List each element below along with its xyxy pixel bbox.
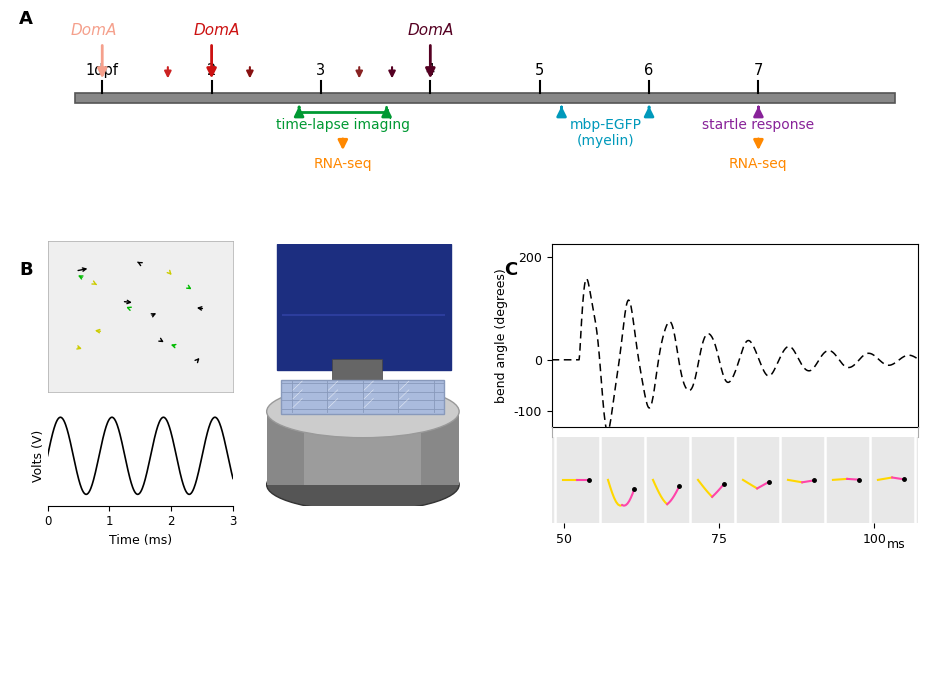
- X-axis label: Time (ms): Time (ms): [108, 534, 172, 547]
- Text: time-lapse imaging: time-lapse imaging: [276, 118, 410, 132]
- Text: 7: 7: [754, 63, 763, 78]
- Text: DomA: DomA: [70, 23, 117, 38]
- Ellipse shape: [266, 385, 459, 438]
- Y-axis label: bend angle (degrees): bend angle (degrees): [495, 268, 508, 402]
- Text: 4: 4: [426, 63, 435, 78]
- Text: ms: ms: [886, 538, 905, 551]
- FancyBboxPatch shape: [281, 380, 444, 414]
- Text: 5: 5: [535, 63, 544, 78]
- Text: 1dpf: 1dpf: [86, 63, 119, 78]
- Text: 6: 6: [645, 63, 653, 78]
- Y-axis label: Volts (V): Volts (V): [31, 430, 45, 482]
- Text: DomA: DomA: [407, 23, 454, 38]
- Ellipse shape: [266, 459, 459, 511]
- FancyBboxPatch shape: [75, 93, 895, 103]
- Text: RNA-seq: RNA-seq: [314, 157, 372, 171]
- Text: mbp-EGFP
(myelin): mbp-EGFP (myelin): [570, 118, 641, 148]
- Text: RNA-seq: RNA-seq: [729, 157, 787, 171]
- FancyBboxPatch shape: [332, 359, 381, 391]
- FancyBboxPatch shape: [266, 411, 459, 485]
- Text: 2: 2: [207, 63, 216, 78]
- FancyBboxPatch shape: [304, 411, 421, 485]
- Text: DomA: DomA: [194, 23, 241, 38]
- Text: C: C: [504, 261, 517, 279]
- Text: B: B: [19, 261, 32, 279]
- Polygon shape: [277, 244, 451, 369]
- Text: 3: 3: [317, 63, 325, 78]
- Text: A: A: [19, 10, 33, 28]
- Text: startle response: startle response: [703, 118, 814, 132]
